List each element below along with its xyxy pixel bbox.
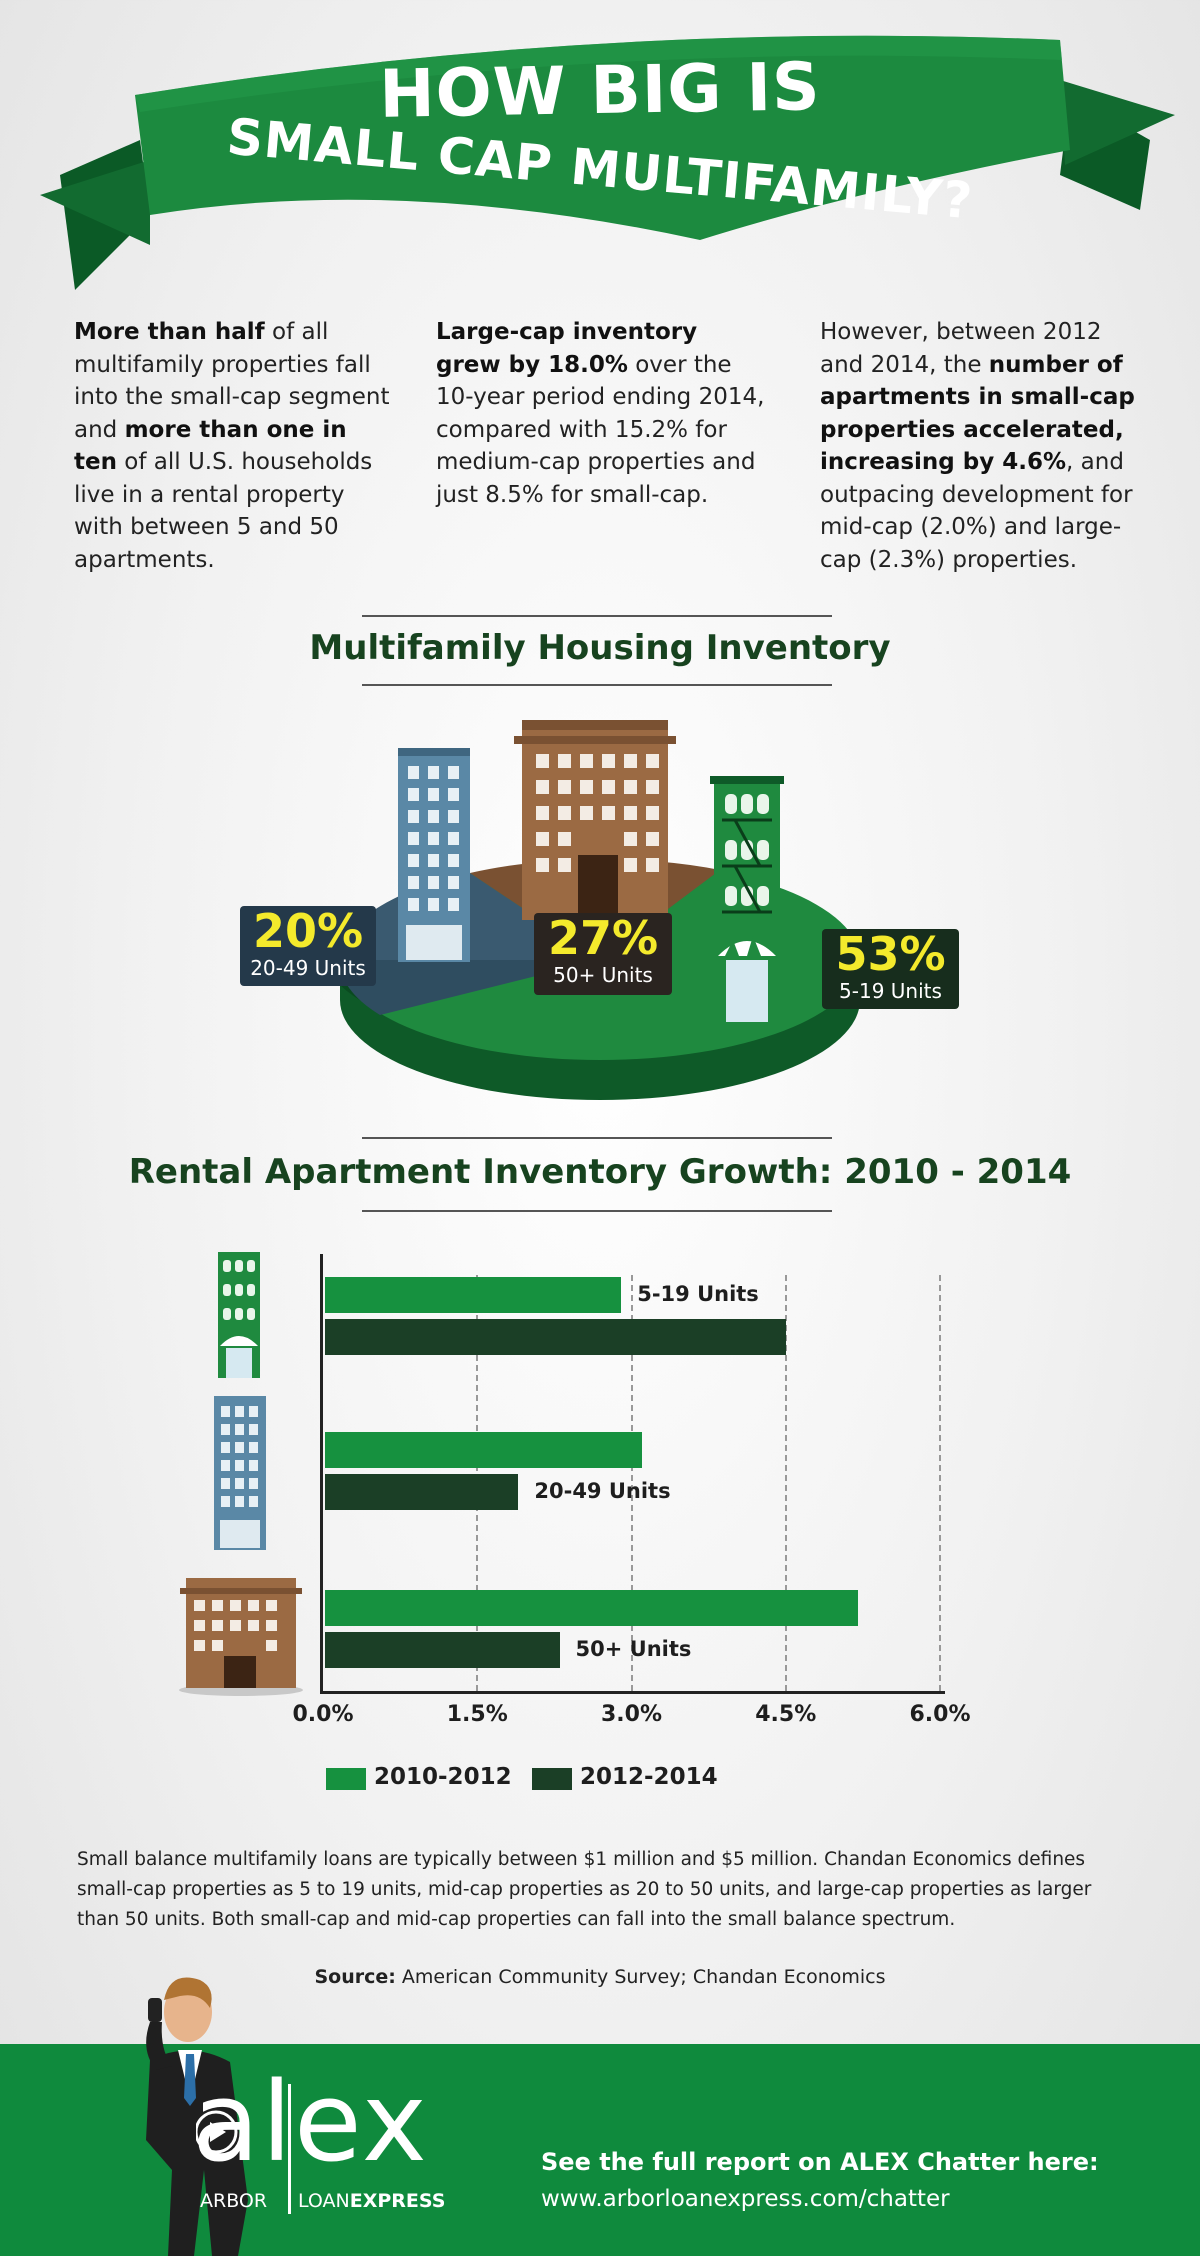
footnote: Small balance multifamily loans are typi… <box>77 1849 1092 1930</box>
source-line: Source: American Community Survey; Chand… <box>0 1966 1200 1988</box>
chart-x-tick-label: 6.0% <box>909 1702 971 1727</box>
alex-logo <box>196 2084 291 2214</box>
source-text: American Community Survey; Chandan Econo… <box>395 1966 886 1988</box>
intro-paragraph-1: More than half of all multifamily proper… <box>74 316 394 576</box>
intro-text: over the 10-year period ending 2014, com… <box>436 351 765 508</box>
legend-label-2012-2014: 2012-2014 <box>580 1764 718 1790</box>
legend-swatch-2012-2014 <box>532 1768 572 1790</box>
source-label: Source: <box>314 1966 396 1988</box>
chart-x-tick-label: 4.5% <box>755 1702 817 1727</box>
mid-cap-building-icon <box>398 748 470 962</box>
chart-gridline <box>939 1275 941 1691</box>
callout-label: 20-49 Units <box>250 956 366 980</box>
section-divider <box>362 1210 832 1212</box>
logo-loan: LOAN <box>298 2190 350 2212</box>
chart-bar <box>325 1590 858 1626</box>
chart-bar <box>325 1432 642 1468</box>
intro-bold-text: More than half <box>74 319 265 345</box>
intro-paragraph-2: Large-cap inventory grew by 18.0% over t… <box>436 316 766 511</box>
chart-gridline <box>784 1275 787 1691</box>
chart-bar <box>325 1474 519 1510</box>
chart-category-label: 20-49 Units <box>534 1479 671 1503</box>
intro-bold-text: number of apartments in small-cap proper… <box>820 351 1135 476</box>
intro-paragraph-3: However, between 2012 and 2014, the numb… <box>820 316 1150 576</box>
chart-title: Rental Apartment Inventory Growth: 2010 … <box>128 1152 1072 1192</box>
chart-x-tick-label: 1.5% <box>446 1702 508 1727</box>
chart-bar <box>325 1319 786 1355</box>
large-cap-building-icon <box>179 1578 303 1696</box>
logo-express: EXPRESS <box>349 2190 446 2212</box>
callout-pct: 20% <box>252 904 364 958</box>
mid-cap-building-icon <box>214 1396 266 1550</box>
small-cap-building-icon <box>218 1252 260 1378</box>
report-link[interactable]: www.arborloanexpress.com/chatter <box>541 2186 950 2212</box>
logo-wordmark: alex <box>192 2058 429 2186</box>
intro-text: of all multifamily properties fall into … <box>74 319 390 443</box>
report-cta: See the full report on ALEX Chatter here… <box>541 2148 1099 2176</box>
callout-pct: 27% <box>547 911 659 965</box>
pie-section-title: Multifamily Housing Inventory <box>309 628 891 668</box>
callout-50-units: 27% 50+ Units <box>534 913 672 995</box>
callout-label: 50+ Units <box>553 963 653 987</box>
chart-bar <box>325 1277 622 1313</box>
legend-label-2010-2012: 2010-2012 <box>374 1764 512 1790</box>
section-divider <box>362 615 832 617</box>
chart-x-axis <box>320 1691 945 1694</box>
large-cap-building-icon <box>514 720 676 920</box>
chart-bar <box>325 1632 560 1668</box>
intro-bold-text: Large-cap inventory grew by 18.0% <box>436 319 698 378</box>
mascot-businessman-icon <box>146 1977 248 2256</box>
legend-swatch-2010-2012 <box>326 1768 366 1790</box>
logo-arbor: ARBOR <box>200 2190 268 2212</box>
chart-x-tick-label: 3.0% <box>600 1702 662 1727</box>
housing-inventory-pie <box>339 720 860 1100</box>
chart-category-label: 50+ Units <box>575 1637 692 1661</box>
section-divider <box>362 684 832 686</box>
intro-text: However, between 2012 and 2014, the <box>820 319 1102 378</box>
section-divider <box>362 1137 832 1139</box>
title-banner <box>40 35 1175 290</box>
chart-y-axis <box>320 1254 323 1694</box>
chart-x-tick-label: 0.0% <box>292 1702 354 1727</box>
intro-bold-text: more than one in ten <box>74 416 347 476</box>
intro-text: of all U.S. households live in a rental … <box>74 449 373 573</box>
callout-20-49-units: 20% 20-49 Units <box>240 906 376 986</box>
callout-label: 5-19 Units <box>839 979 942 1003</box>
logo-loan-express: LOANEXPRESS <box>298 2190 445 2212</box>
intro-text: , and outpacing development for mid-cap … <box>820 449 1133 573</box>
small-cap-building-icon <box>710 776 784 1024</box>
callout-pct: 53% <box>835 927 946 981</box>
callout-5-19-units: 53% 5-19 Units <box>822 929 959 1009</box>
chart-gridline <box>630 1275 633 1691</box>
chart-category-label: 5-19 Units <box>637 1282 759 1306</box>
